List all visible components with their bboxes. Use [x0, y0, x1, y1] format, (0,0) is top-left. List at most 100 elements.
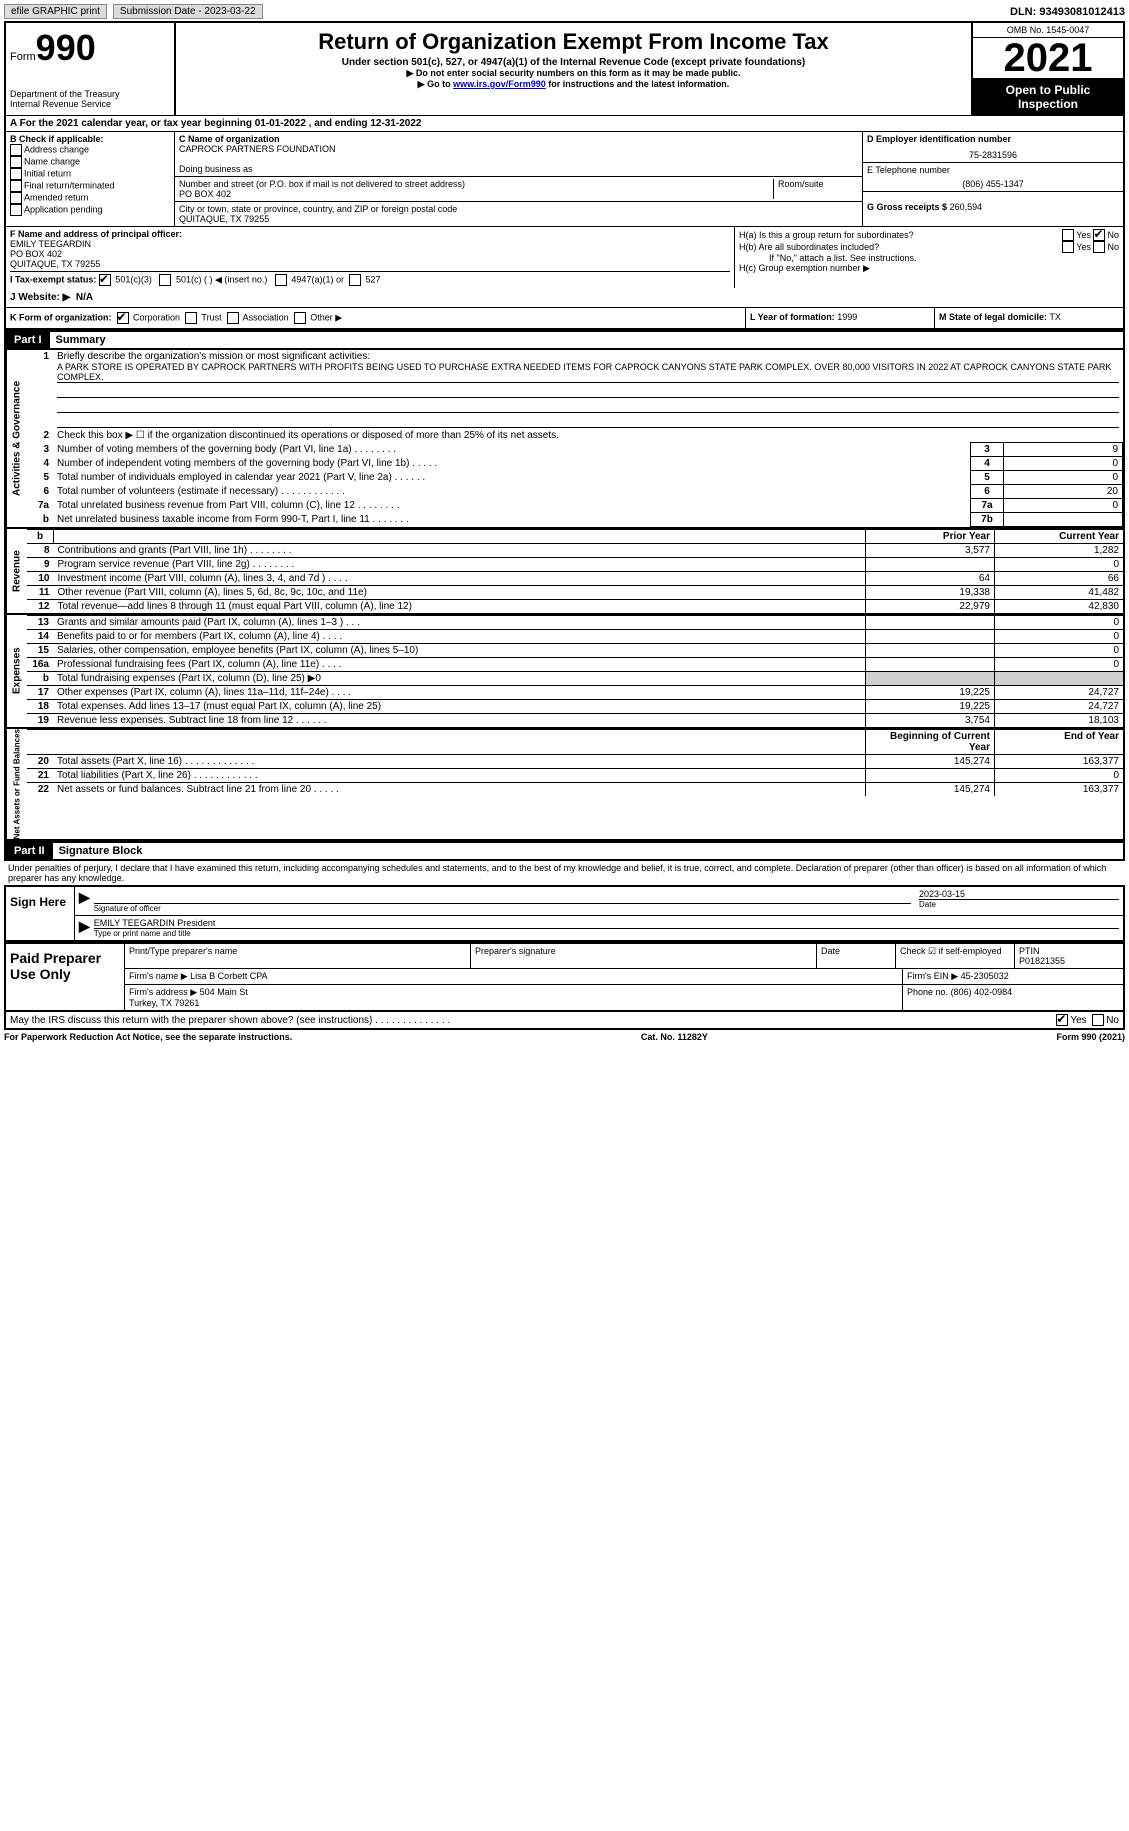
- line-no: 13: [27, 616, 53, 630]
- line-desc: Revenue less expenses. Subtract line 18 …: [53, 714, 866, 728]
- line-no: 16a: [27, 658, 53, 672]
- form-title: Return of Organization Exempt From Incom…: [180, 29, 967, 55]
- prior-value: [866, 558, 995, 572]
- line-desc: Other revenue (Part VIII, column (A), li…: [54, 586, 866, 600]
- line6-val: 20: [1004, 485, 1123, 499]
- k-assoc[interactable]: [227, 312, 239, 324]
- current-value: 66: [995, 572, 1124, 586]
- check-self-employed: Check ☑ if self-employed: [896, 944, 1015, 968]
- may-irs-no[interactable]: [1092, 1014, 1104, 1026]
- footer-left: For Paperwork Reduction Act Notice, see …: [4, 1032, 292, 1042]
- checkbox-final-return[interactable]: [10, 180, 22, 192]
- line-desc: Investment income (Part VIII, column (A)…: [54, 572, 866, 586]
- may-irs-yes[interactable]: [1056, 1014, 1068, 1026]
- checkbox-app-pending[interactable]: [10, 204, 22, 216]
- prior-value: 19,225: [866, 700, 995, 714]
- current-value: 0: [995, 558, 1124, 572]
- k-other[interactable]: [294, 312, 306, 324]
- room-label: Room/suite: [773, 179, 858, 199]
- row-klm: K Form of organization: Corporation Trus…: [4, 308, 1125, 330]
- checkbox-name-change[interactable]: [10, 156, 22, 168]
- current-value: 18,103: [995, 714, 1124, 728]
- current-value: 41,482: [995, 586, 1124, 600]
- line7a-desc: Total unrelated business revenue from Pa…: [53, 499, 971, 513]
- activities-section: Activities & Governance 1 Briefly descri…: [4, 350, 1125, 529]
- prior-value: 145,274: [866, 755, 995, 769]
- tel-label: E Telephone number: [867, 165, 1119, 175]
- prior-value: [866, 658, 995, 672]
- prior-value: [866, 644, 995, 658]
- hb-yes[interactable]: [1062, 241, 1074, 253]
- col-d: D Employer identification number 75-2831…: [863, 132, 1123, 226]
- form-note1: ▶ Do not enter social security numbers o…: [180, 68, 967, 79]
- firm-ein: 45-2305032: [961, 971, 1009, 981]
- ha-yes[interactable]: [1062, 229, 1074, 241]
- line-no: 19: [27, 714, 53, 728]
- header-mid: Return of Organization Exempt From Incom…: [176, 23, 971, 115]
- hb-no[interactable]: [1093, 241, 1105, 253]
- line-desc: Program service revenue (Part VIII, line…: [54, 558, 866, 572]
- line4-val: 0: [1004, 457, 1123, 471]
- line-desc: Other expenses (Part IX, column (A), lin…: [53, 686, 866, 700]
- form-label: Form: [10, 51, 36, 63]
- begin-year-header: Beginning of Current Year: [866, 730, 995, 755]
- checkbox-4947[interactable]: [275, 274, 287, 286]
- col-b: B Check if applicable: Address change Na…: [6, 132, 175, 226]
- checkbox-address-change[interactable]: [10, 144, 22, 156]
- header-left: Form990 Department of the Treasury Inter…: [6, 23, 176, 115]
- open-public-badge: Open to Public Inspection: [973, 79, 1123, 115]
- submission-date-button[interactable]: Submission Date - 2023-03-22: [113, 4, 263, 19]
- line7b-desc: Net unrelated business taxable income fr…: [53, 513, 971, 527]
- prior-value: [866, 616, 995, 630]
- checkbox-501c3[interactable]: [99, 274, 111, 286]
- line-no: 17: [27, 686, 53, 700]
- line6-desc: Total number of volunteers (estimate if …: [53, 485, 971, 499]
- current-value: 24,727: [995, 686, 1124, 700]
- form-number: 990: [36, 27, 96, 68]
- line-desc: Contributions and grants (Part VIII, lin…: [54, 544, 866, 558]
- line-no: 22: [27, 783, 53, 797]
- org-address: PO BOX 402: [179, 189, 773, 199]
- irs-link[interactable]: www.irs.gov/Form990: [453, 79, 546, 89]
- line-no: 14: [27, 630, 53, 644]
- line-desc: Total revenue—add lines 8 through 11 (mu…: [54, 600, 866, 614]
- checkbox-527[interactable]: [349, 274, 361, 286]
- addr-label: Number and street (or P.O. box if mail i…: [179, 179, 773, 189]
- checkbox-501c[interactable]: [159, 274, 171, 286]
- efile-print-button[interactable]: efile GRAPHIC print: [4, 4, 107, 19]
- paid-prep-label: Paid Preparer Use Only: [6, 944, 125, 1010]
- footer-mid: Cat. No. 11282Y: [641, 1032, 708, 1042]
- footer: For Paperwork Reduction Act Notice, see …: [4, 1030, 1125, 1044]
- checkbox-amended[interactable]: [10, 192, 22, 204]
- ha-no[interactable]: [1093, 229, 1105, 241]
- netassets-section: Net Assets or Fund Balances Beginning of…: [4, 729, 1125, 841]
- line-no: b: [27, 672, 53, 686]
- form-note2: ▶ Go to www.irs.gov/Form990 for instruct…: [180, 79, 967, 90]
- part1-label: Part I: [6, 332, 50, 348]
- paid-preparer-block: Paid Preparer Use Only Print/Type prepar…: [4, 942, 1125, 1012]
- vtab-netassets: Net Assets or Fund Balances: [6, 729, 27, 839]
- k-trust[interactable]: [185, 312, 197, 324]
- line5-desc: Total number of individuals employed in …: [53, 471, 971, 485]
- line-no: 18: [27, 700, 53, 714]
- officer-addr2: QUITAQUE, TX 79255: [10, 259, 730, 269]
- col-f: F Name and address of principal officer:…: [6, 227, 735, 288]
- sig-arrow-icon-2: ▶: [79, 918, 90, 938]
- line-no: 20: [27, 755, 53, 769]
- phone-label: Phone no.: [907, 987, 948, 997]
- sig-arrow-icon: ▶: [79, 889, 90, 913]
- sign-here-label: Sign Here: [6, 887, 75, 940]
- prior-value: 3,577: [866, 544, 995, 558]
- line-no: 15: [27, 644, 53, 658]
- line-desc: Benefits paid to or for members (Part IX…: [53, 630, 866, 644]
- form-subtitle: Under section 501(c), 527, or 4947(a)(1)…: [180, 57, 967, 68]
- checkbox-initial-return[interactable]: [10, 168, 22, 180]
- b-label: B Check if applicable:: [10, 134, 170, 144]
- footer-right: Form 990 (2021): [1056, 1032, 1125, 1042]
- line-desc: Professional fundraising fees (Part IX, …: [53, 658, 866, 672]
- k-corp[interactable]: [117, 312, 129, 324]
- part1-header: Part I Summary: [4, 330, 1125, 350]
- print-name-label: Print/Type preparer's name: [125, 944, 471, 968]
- hb-label: H(b) Are all subordinates included?: [739, 242, 1062, 252]
- line-desc: Net assets or fund balances. Subtract li…: [53, 783, 866, 797]
